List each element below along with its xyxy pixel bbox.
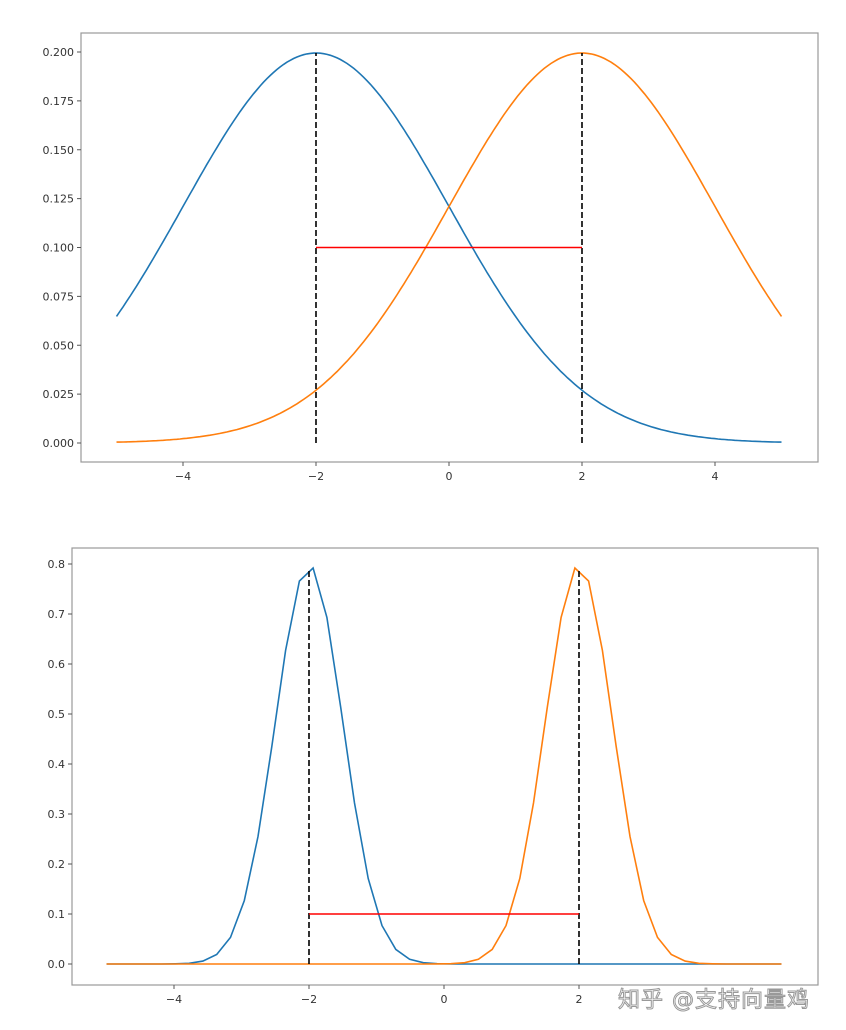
x-tick-label: 0 xyxy=(446,470,453,483)
y-tick-label: 0.025 xyxy=(43,388,75,401)
y-tick-label: 0.050 xyxy=(43,339,75,352)
y-tick-label: 0.4 xyxy=(48,758,66,771)
y-tick-label: 0.125 xyxy=(43,193,75,206)
y-tick-label: 0.2 xyxy=(48,858,66,871)
series-line-2 xyxy=(116,52,783,443)
y-tick-label: 0.1 xyxy=(48,908,66,921)
y-tick-label: 0.150 xyxy=(43,144,75,157)
watermark: 知乎 @支持向量鸡 xyxy=(618,988,810,1014)
plot-1: −4 −2 0 2 4 0.000 0.025 0.050 0.075 0.100 0.125 0.1… xyxy=(43,32,819,483)
x-tick-label: −4 xyxy=(166,993,182,1006)
x-tick-label: 0 xyxy=(441,993,448,1006)
y-tick-label: 0.200 xyxy=(43,46,75,59)
y-tick-label: 0.6 xyxy=(48,658,66,671)
y-tick-label: 0.175 xyxy=(43,95,75,108)
plot-2: −4 −2 0 2 0.0 0.1 0.2 0.3 0.4 0.5 0.6 0.7 0.8 xyxy=(48,547,819,1006)
y-tick-label: 0.7 xyxy=(48,608,66,621)
y-tick-label: 0.0 xyxy=(48,958,66,971)
x-tick-label: 2 xyxy=(576,993,583,1006)
x-tick-label: 2 xyxy=(579,470,586,483)
y-tick-label: 0.8 xyxy=(48,558,66,571)
y-tick-label: 0.3 xyxy=(48,808,66,821)
y-tick-label: 0.5 xyxy=(48,708,66,721)
y-tick-label: 0.000 xyxy=(43,437,75,450)
x-tick-label: −2 xyxy=(301,993,317,1006)
y-tick-label: 0.100 xyxy=(43,242,75,255)
x-tick-label: 4 xyxy=(712,470,719,483)
x-tick-label: −2 xyxy=(308,470,324,483)
series-line-2 xyxy=(106,566,782,965)
y-tick-label: 0.075 xyxy=(43,290,75,303)
x-tick-label: −4 xyxy=(175,470,191,483)
axes-frame xyxy=(71,547,819,986)
